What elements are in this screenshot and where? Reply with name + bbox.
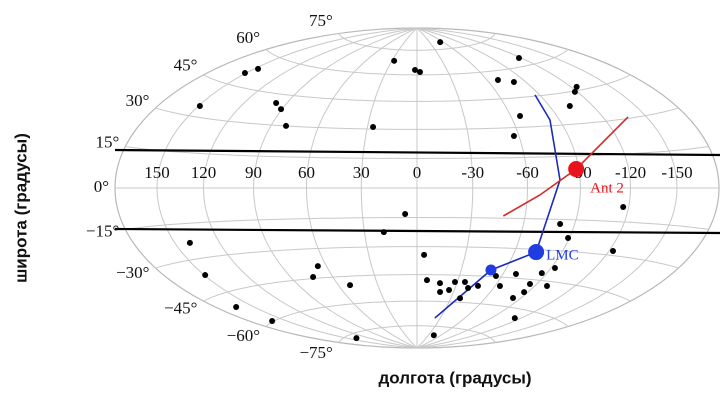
object-marker: [568, 161, 585, 178]
x-tick-label: 120: [191, 163, 217, 182]
point: [196, 102, 203, 109]
x-axis-label: долгота (градусы): [378, 368, 531, 387]
point: [573, 83, 580, 90]
point: [571, 88, 578, 95]
point: [610, 247, 617, 254]
point: [451, 279, 458, 286]
y-tick-label: −75°: [299, 343, 332, 362]
y-tick-label: −30°: [116, 263, 149, 282]
point: [492, 273, 499, 280]
point: [543, 283, 550, 290]
point: [437, 289, 444, 296]
point: [446, 286, 453, 293]
y-tick-label: −15°: [86, 221, 119, 240]
point: [430, 332, 437, 339]
point: [353, 335, 360, 342]
point: [461, 279, 468, 286]
graticule: [114, 27, 720, 349]
orbit-line: [434, 94, 561, 319]
x-tick-label: -120: [615, 163, 646, 182]
point: [421, 251, 428, 258]
point: [380, 229, 387, 236]
x-tick-label: 30: [353, 163, 370, 182]
orbits: [434, 94, 629, 319]
points: [186, 39, 627, 342]
point: [517, 112, 524, 119]
point: [465, 285, 472, 292]
marks: LMC Ant 2: [186, 39, 629, 342]
parallel: [203, 274, 631, 302]
point: [310, 273, 317, 280]
point: [412, 66, 419, 73]
point: [278, 106, 285, 113]
y-tick-label: 45°: [174, 55, 198, 74]
y-tick-label: 15°: [95, 132, 119, 151]
parallel: [125, 217, 709, 230]
x-tick-label: 60: [298, 163, 315, 182]
point: [557, 221, 564, 228]
x-tick-label: 0: [413, 163, 422, 182]
point: [538, 270, 545, 277]
point: [233, 304, 240, 311]
x-tick-label: 90: [245, 163, 262, 182]
parallel: [338, 325, 496, 343]
point: [273, 99, 280, 106]
y-tick-label: 75°: [309, 11, 333, 30]
y-tick-label: −45°: [164, 299, 197, 318]
point: [566, 102, 573, 109]
point: [512, 271, 519, 278]
point: [457, 295, 464, 302]
parallel: [155, 107, 679, 130]
point: [347, 282, 354, 289]
point: [269, 317, 276, 324]
y-axis-label: широта (градусы): [11, 133, 30, 283]
x-tick-label: -150: [661, 163, 692, 182]
x-tick-label: -60: [516, 163, 539, 182]
point: [402, 211, 409, 218]
point: [551, 265, 558, 272]
y-tick-label: 0°: [94, 177, 109, 196]
point: [370, 123, 377, 130]
object-label: Ant 2: [590, 180, 624, 196]
y-tick-label: 30°: [126, 91, 150, 110]
point: [620, 203, 627, 210]
parallel: [155, 246, 679, 269]
point: [565, 235, 572, 242]
parallel: [265, 49, 569, 76]
point: [202, 272, 209, 279]
point: [496, 283, 503, 290]
y-tick-label: −60°: [227, 326, 260, 345]
band-line: [114, 148, 720, 157]
point: [494, 76, 501, 83]
y-tick-label: 60°: [236, 28, 260, 47]
object-marker: [528, 244, 545, 261]
point: [515, 55, 522, 62]
point: [391, 57, 398, 64]
point: [241, 69, 248, 76]
point: [526, 281, 533, 288]
point: [510, 132, 517, 139]
point: [436, 280, 443, 287]
parallel: [265, 300, 569, 327]
point: [283, 122, 290, 129]
point: [255, 65, 262, 72]
point: [423, 277, 430, 284]
point: [511, 315, 518, 322]
x-tick-label: 150: [144, 163, 170, 182]
band-line: [114, 227, 720, 235]
point: [510, 295, 517, 302]
parallel: [338, 33, 496, 51]
point: [474, 282, 481, 289]
point: [437, 39, 444, 46]
object-label: LMC: [546, 247, 579, 263]
point: [521, 289, 528, 296]
point: [416, 68, 423, 75]
object-marker: [485, 264, 497, 276]
point: [186, 239, 193, 246]
x-tick-label: -30: [461, 163, 484, 182]
point: [510, 79, 517, 86]
orbit-line: [502, 116, 629, 217]
point: [314, 263, 321, 270]
